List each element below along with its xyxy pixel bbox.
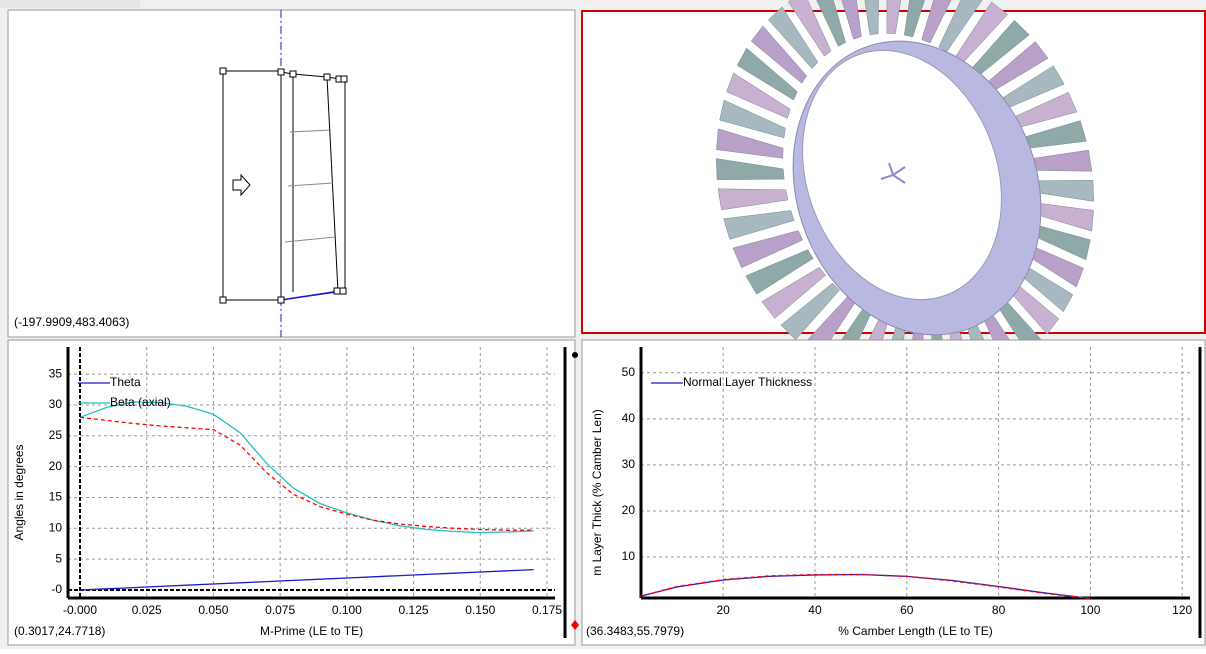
x-axis-label: % Camber Length (LE to TE) (838, 624, 993, 638)
x-tick-label: 0.075 (265, 603, 295, 617)
x-tick-label: 40 (808, 603, 822, 617)
x-tick-label: 60 (900, 603, 914, 617)
app: {"meridional_view": {"coordinates": "(-1… (0, 0, 1206, 649)
coordinates: (0.3017,24.7718) (14, 624, 105, 638)
x-tick-label: 0.025 (132, 603, 162, 617)
y-axis-label: Angles in degrees (12, 444, 26, 540)
x-tick-label: 0.175 (532, 603, 562, 617)
x-axis-label: M-Prime (LE to TE) (260, 624, 363, 638)
y-axis-label: m Layer Thick (% Camber Len) (590, 409, 604, 576)
legend-label: Theta (110, 375, 141, 389)
y-tick-label: 10 (49, 520, 63, 534)
x-tick-label: -0.000 (63, 603, 97, 617)
x-tick-label: 0.125 (399, 603, 429, 617)
y-tick-label: 25 (49, 428, 63, 442)
meridional-panel (8, 10, 575, 337)
legend-label: Beta (axial) (110, 395, 171, 409)
x-tick-label: 0.150 (465, 603, 495, 617)
y-tick-label: 5 (55, 551, 62, 565)
y-tick-label: 20 (49, 459, 63, 473)
x-tick-label: 0.100 (332, 603, 362, 617)
coordinates: (36.3483,55.7979) (586, 624, 684, 638)
coordinates: (-197.9909,483.4063) (14, 315, 129, 329)
y-tick-label: -0 (51, 582, 62, 596)
strip-marker (572, 352, 578, 358)
y-tick-label: 20 (622, 503, 636, 517)
y-tick-label: 50 (622, 365, 636, 379)
y-tick-label: 40 (622, 411, 636, 425)
y-tick-label: 35 (49, 366, 63, 380)
x-tick-label: 80 (992, 603, 1006, 617)
x-tick-label: 0.050 (198, 603, 228, 617)
workspace: (-197.9909,483.4063) -0 5 10 15 20 25 30 35 -0.0… (0, 0, 1206, 649)
x-tick-label: 20 (716, 603, 730, 617)
y-tick-label: 30 (622, 457, 636, 471)
y-tick-label: 10 (622, 549, 636, 563)
x-tick-label: 120 (1172, 603, 1192, 617)
y-tick-label: 30 (49, 397, 63, 411)
y-tick-label: 15 (49, 490, 63, 504)
toolbar-strip (0, 0, 140, 8)
legend-label: Normal Layer Thickness (683, 375, 812, 389)
x-tick-label: 100 (1080, 603, 1100, 617)
